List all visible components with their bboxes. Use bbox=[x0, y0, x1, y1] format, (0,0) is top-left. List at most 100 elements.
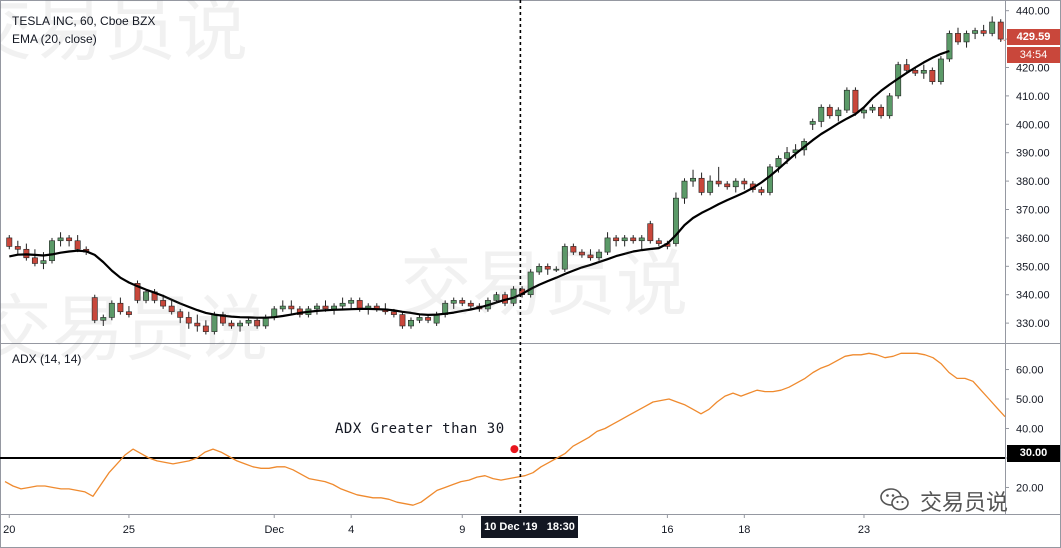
candle-up bbox=[818, 106, 825, 122]
candle-down bbox=[852, 89, 859, 114]
time-tick-label: Dec bbox=[264, 524, 284, 536]
candle-down bbox=[459, 300, 466, 304]
candle-up bbox=[946, 33, 953, 60]
candle-up bbox=[279, 305, 286, 310]
adx-annotation: ADX Greater than 30 bbox=[335, 421, 505, 437]
candle-up bbox=[553, 268, 560, 271]
candle-down bbox=[228, 322, 235, 327]
candle-down bbox=[698, 177, 705, 193]
candle-up bbox=[143, 291, 149, 301]
candle-down bbox=[134, 283, 141, 301]
time-tick-label: 25 bbox=[123, 524, 135, 536]
time-tick-label: 16 bbox=[661, 524, 673, 536]
candle-down bbox=[288, 305, 295, 310]
candle-up bbox=[972, 30, 979, 34]
adx-tick-label: 20.00 bbox=[1016, 482, 1044, 494]
candle-down bbox=[758, 189, 765, 193]
candle-up bbox=[40, 260, 47, 264]
threshold-badge: 30.00 bbox=[1007, 445, 1060, 462]
candle-up bbox=[681, 180, 688, 199]
candle-down bbox=[160, 300, 167, 307]
candle-down bbox=[168, 305, 175, 313]
candle-up bbox=[596, 251, 602, 259]
candle-down bbox=[929, 70, 936, 82]
adx-tick-label: 50.00 bbox=[1016, 394, 1044, 406]
crosshair-time: 18:30 bbox=[546, 521, 575, 533]
time-tick-label: 23 bbox=[858, 524, 870, 536]
candle-up bbox=[108, 302, 115, 318]
candle-up bbox=[49, 240, 55, 261]
candle-down bbox=[125, 311, 132, 315]
candle-down bbox=[903, 64, 910, 71]
last-price-badge: 429.59 bbox=[1007, 29, 1060, 45]
candle-up bbox=[869, 106, 876, 111]
candle-up bbox=[57, 237, 64, 242]
price-tick-label: 440.00 bbox=[1016, 6, 1050, 18]
candle-up bbox=[331, 305, 338, 310]
price-tick-label: 410.00 bbox=[1016, 91, 1050, 103]
candle-up bbox=[527, 271, 534, 296]
candle-up bbox=[237, 322, 243, 327]
candle-up bbox=[861, 109, 867, 114]
brand-name: 交易员说 bbox=[920, 491, 1009, 516]
symbol-title: TESLA INC, 60, Cboe BZX bbox=[12, 14, 156, 28]
crosshair-time-badge: 10 Dec '19 18:30 bbox=[481, 516, 578, 538]
candle-up bbox=[561, 246, 568, 270]
candle-down bbox=[997, 21, 1004, 40]
candle-up bbox=[493, 294, 500, 301]
candle-up bbox=[433, 314, 440, 324]
candle-up bbox=[784, 152, 791, 159]
candle-down bbox=[613, 237, 620, 242]
countdown-badge: 34:54 bbox=[1007, 47, 1060, 63]
crosshair-date: 10 Dec '19 bbox=[484, 521, 538, 533]
candle-up bbox=[937, 58, 944, 82]
candle-down bbox=[980, 30, 987, 34]
candle-down bbox=[467, 302, 474, 307]
price-tick-label: 400.00 bbox=[1016, 119, 1050, 131]
candle-down bbox=[117, 302, 124, 313]
candle-down bbox=[185, 317, 192, 324]
time-tick-label: 20 bbox=[3, 524, 15, 536]
candle-down bbox=[356, 300, 363, 310]
candle-up bbox=[245, 319, 252, 324]
candle-down bbox=[715, 180, 722, 185]
price-tick-label: 330.00 bbox=[1016, 318, 1050, 330]
candle-up bbox=[211, 314, 218, 332]
candle-down bbox=[741, 180, 748, 185]
candle-up bbox=[690, 177, 696, 182]
price-tick-label: 370.00 bbox=[1016, 205, 1050, 217]
candle-up bbox=[621, 237, 628, 242]
candle-down bbox=[647, 223, 654, 242]
candle-down bbox=[630, 237, 637, 242]
candle-down bbox=[74, 240, 81, 250]
candle-up bbox=[886, 95, 893, 117]
candle-down bbox=[578, 251, 585, 256]
candle-up bbox=[100, 317, 107, 321]
candle-down bbox=[6, 237, 13, 247]
price-tick-label: 390.00 bbox=[1016, 148, 1050, 160]
candle-up bbox=[963, 33, 970, 43]
candle-up bbox=[767, 166, 773, 193]
time-tick-label: 9 bbox=[459, 524, 465, 536]
candle-up bbox=[835, 109, 842, 117]
candle-down bbox=[219, 314, 226, 324]
candle-up bbox=[989, 21, 996, 34]
candle-down bbox=[399, 314, 406, 327]
candle-down bbox=[390, 311, 397, 315]
candle-down bbox=[570, 246, 577, 253]
candle-down bbox=[912, 70, 919, 74]
candle-down bbox=[425, 317, 432, 321]
candle-down bbox=[31, 257, 38, 264]
wechat-icon bbox=[880, 487, 910, 513]
candle-up bbox=[314, 305, 320, 310]
adx-tick-label: 60.00 bbox=[1016, 365, 1044, 377]
candle-up bbox=[536, 266, 543, 273]
price-tick-label: 350.00 bbox=[1016, 261, 1050, 273]
candle-down bbox=[587, 254, 594, 259]
candle-up bbox=[809, 121, 816, 125]
candle-down bbox=[14, 246, 21, 250]
candle-down bbox=[202, 325, 209, 332]
time-tick-label: 18 bbox=[738, 524, 750, 536]
